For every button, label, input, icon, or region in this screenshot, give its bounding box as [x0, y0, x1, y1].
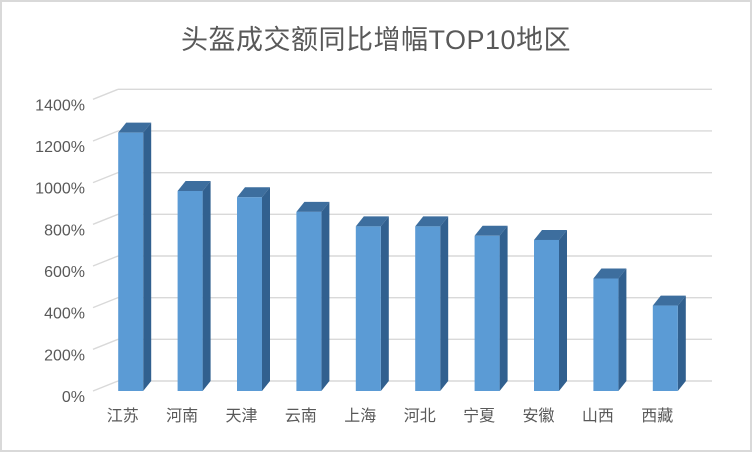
bar-front-face [593, 278, 619, 391]
bar[interactable] [534, 229, 567, 391]
y-axis-tick-label: 200% [44, 347, 85, 364]
bar-side-face [262, 187, 270, 391]
bar-front-face [474, 235, 500, 391]
bar[interactable] [652, 295, 686, 391]
x-axis-category-label: 云南 [285, 407, 317, 425]
bar-side-face [380, 216, 389, 391]
bar[interactable] [296, 201, 330, 391]
bar-top-face [474, 225, 508, 236]
bar[interactable] [118, 122, 152, 392]
x-axis-category-label: 江苏 [107, 407, 139, 425]
bar-front-face [415, 226, 441, 391]
bar-front-face [296, 211, 322, 391]
bar-side-face [618, 268, 627, 391]
bar-side-face [321, 201, 330, 391]
y-axis-tick-label: 1400% [35, 97, 85, 114]
x-axis-category-label: 天津 [225, 407, 257, 425]
gridline-depth-connector [92, 380, 119, 392]
x-axis-category-label: 西藏 [641, 407, 673, 425]
bar-top-face [415, 216, 449, 227]
bar-side-face [440, 216, 449, 391]
bar[interactable] [237, 187, 270, 391]
bar-front-face [237, 197, 262, 391]
bar[interactable] [474, 225, 508, 391]
gridline-depth-connector [92, 297, 119, 309]
y-axis-tick-label: 1000% [35, 181, 85, 198]
bar-side-face [143, 122, 152, 392]
x-axis-category-label: 河南 [166, 407, 198, 425]
x-axis-category-label: 宁夏 [463, 407, 495, 425]
gridline-depth-connector [92, 213, 119, 225]
bar[interactable] [415, 216, 449, 391]
gridline-depth-connector [92, 338, 119, 350]
bar-side-face [677, 295, 686, 391]
bar-front-face [534, 239, 559, 391]
gridline-depth-connector [92, 88, 119, 100]
y-axis-tick-label: 0% [62, 389, 85, 406]
bar-top-face [296, 201, 330, 212]
bar-front-face [177, 190, 203, 391]
x-axis-category-label: 山西 [582, 407, 614, 425]
y-axis-tick-label: 1200% [35, 139, 85, 156]
gridline-depth-connector [92, 255, 119, 267]
bar-front-face [355, 226, 381, 391]
bar-top-face [593, 268, 627, 279]
x-axis-category-label: 河北 [404, 407, 436, 425]
bar[interactable] [177, 180, 211, 391]
chart-title: 头盔成交额同比增幅TOP10地区 [180, 25, 572, 55]
y-axis-tick-label: 600% [44, 264, 85, 281]
x-axis-category-label: 上海 [344, 407, 376, 425]
y-axis-tick-label: 800% [44, 222, 85, 239]
bar[interactable] [593, 268, 627, 391]
bar-top-face [355, 216, 389, 227]
bar-top-face [177, 180, 211, 191]
bar-top-face [237, 187, 270, 198]
bar-side-face [499, 225, 508, 391]
y-axis-tick-label: 400% [44, 306, 85, 323]
bar-front-face [652, 305, 678, 391]
bar-side-face [202, 180, 211, 391]
bar-top-face [118, 122, 152, 133]
gridline-depth-connector [92, 130, 119, 142]
bar-front-face [118, 132, 144, 391]
x-axis-category-label: 安徽 [522, 407, 554, 425]
bar-top-face [652, 295, 686, 306]
gridline-depth-connector [92, 172, 119, 184]
bar[interactable] [355, 216, 389, 391]
bar-side-face [559, 229, 567, 391]
bar-top-face [534, 229, 567, 240]
